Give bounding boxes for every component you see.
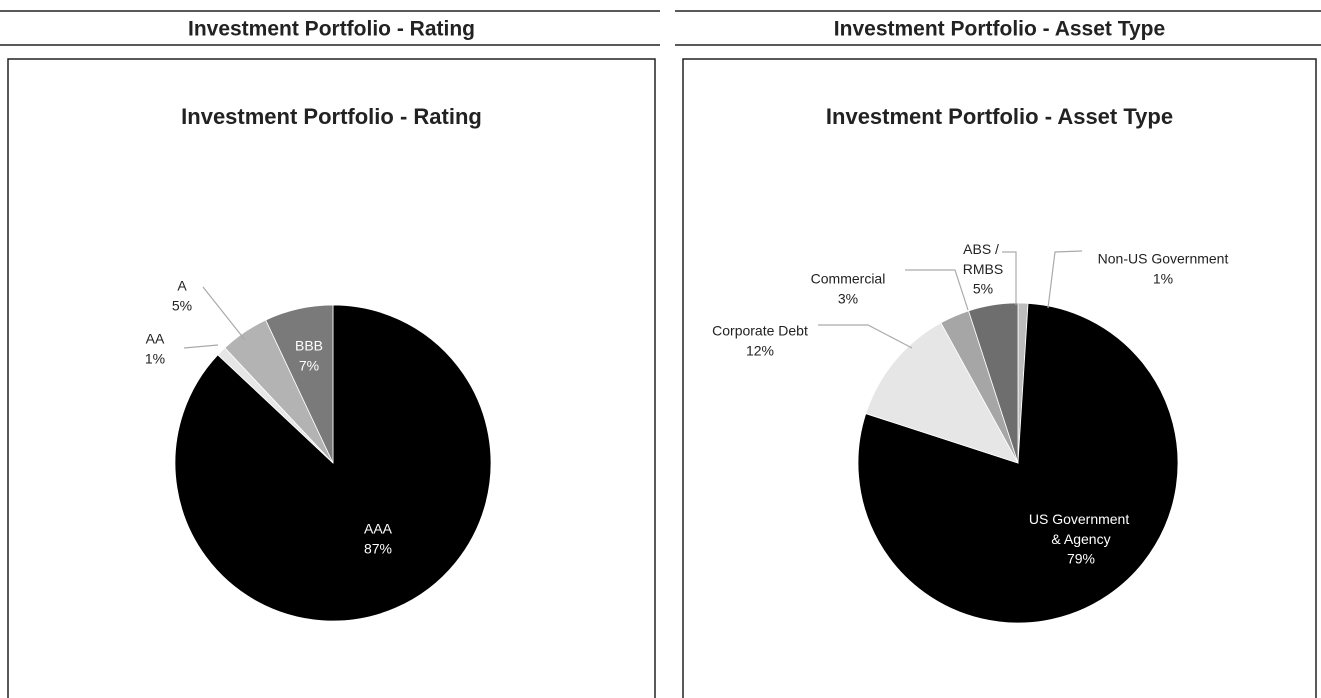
chart-title: Investment Portfolio - Rating xyxy=(181,104,482,129)
leader-line xyxy=(183,344,219,349)
panel-title: Investment Portfolio - Asset Type xyxy=(834,18,1165,41)
slice-value-label: 7% xyxy=(299,358,319,374)
chart-title: Investment Portfolio - Asset Type xyxy=(826,104,1173,129)
slice-label: US Government & Agency xyxy=(1029,511,1133,547)
slice-value-label: 87% xyxy=(364,541,392,557)
pie-slice xyxy=(265,304,334,464)
pie-slice xyxy=(865,322,1019,464)
panel-title: Investment Portfolio - Rating xyxy=(188,18,475,41)
slice-value-label: 12% xyxy=(746,343,774,359)
leader-line xyxy=(905,269,969,311)
slice-value-label: 1% xyxy=(1153,271,1173,287)
slice-value-label: 79% xyxy=(1067,551,1095,567)
leader-line xyxy=(1002,251,1017,305)
slice-value-label: 5% xyxy=(973,281,993,297)
chart-frame xyxy=(7,58,656,698)
chart-frame xyxy=(682,58,1317,698)
pie-slice xyxy=(968,302,1019,464)
slice-label: ABS / RMBS xyxy=(963,241,1003,277)
slice-label: BBB xyxy=(295,338,323,354)
slice-label: Non-US Government xyxy=(1098,251,1229,267)
leader-line xyxy=(202,286,246,341)
slice-label: A xyxy=(177,278,187,294)
slice-label: Corporate Debt xyxy=(712,323,808,339)
leader-line xyxy=(818,324,913,349)
slice-value-label: 1% xyxy=(145,351,165,367)
slice-label: Commercial xyxy=(811,271,886,287)
leader-line xyxy=(1047,250,1083,309)
slice-value-label: 5% xyxy=(172,298,192,314)
slice-label: AA xyxy=(146,331,165,347)
slice-value-label: 3% xyxy=(838,291,858,307)
slice-label: AAA xyxy=(364,521,393,537)
